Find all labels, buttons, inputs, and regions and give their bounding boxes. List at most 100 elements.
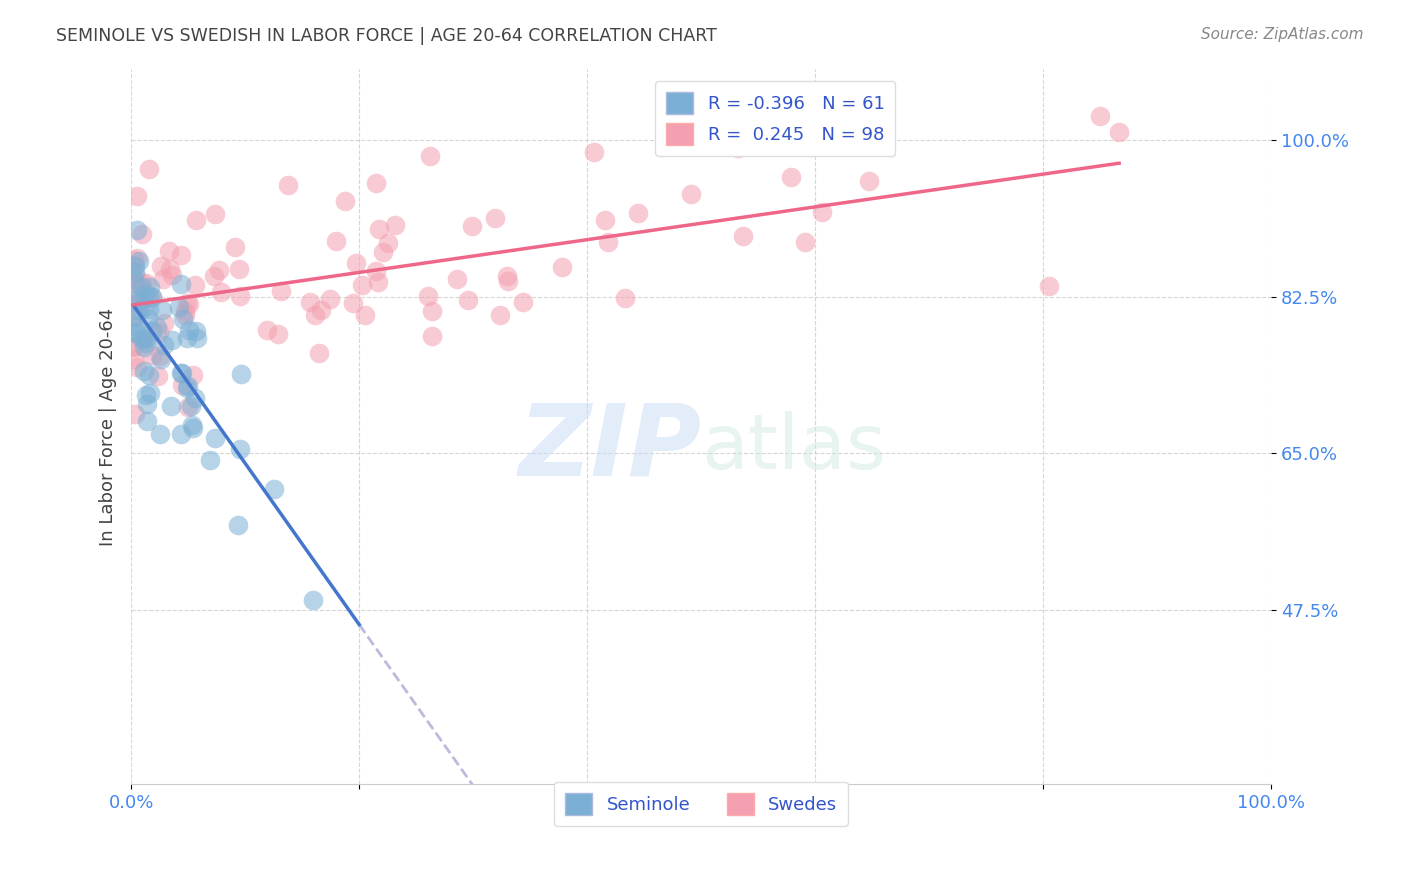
Point — [124, 310, 146, 324]
Point — [174, 303, 197, 318]
Point — [172, 312, 194, 326]
Point — [177, 323, 200, 337]
Point — [461, 219, 484, 234]
Point — [184, 324, 207, 338]
Point — [858, 174, 880, 188]
Point — [124, 309, 146, 323]
Point — [160, 400, 183, 414]
Point — [139, 280, 162, 294]
Point — [224, 240, 246, 254]
Legend: Seminole, Swedes: Seminole, Swedes — [554, 781, 848, 825]
Point — [135, 335, 157, 350]
Point — [350, 277, 373, 292]
Point — [138, 301, 160, 316]
Point — [344, 256, 367, 270]
Point — [170, 247, 193, 261]
Point — [488, 308, 510, 322]
Point — [135, 331, 157, 345]
Point — [122, 339, 145, 353]
Point — [364, 176, 387, 190]
Point — [141, 290, 163, 304]
Point — [335, 194, 357, 208]
Point — [1038, 278, 1060, 293]
Point — [136, 312, 159, 326]
Point — [138, 289, 160, 303]
Point — [176, 331, 198, 345]
Text: atlas: atlas — [702, 411, 886, 485]
Point — [127, 252, 149, 266]
Point — [551, 260, 574, 274]
Point — [170, 378, 193, 392]
Point — [177, 401, 200, 415]
Point — [512, 294, 534, 309]
Point — [496, 274, 519, 288]
Point — [146, 320, 169, 334]
Point — [128, 292, 150, 306]
Point — [418, 289, 440, 303]
Point — [198, 453, 221, 467]
Point — [229, 289, 252, 303]
Point — [172, 367, 194, 381]
Point — [1108, 125, 1130, 139]
Point — [420, 304, 443, 318]
Point — [780, 169, 803, 184]
Point — [325, 234, 347, 248]
Point — [134, 331, 156, 345]
Point — [304, 308, 326, 322]
Point — [134, 292, 156, 306]
Point — [1088, 109, 1111, 123]
Point — [150, 351, 173, 366]
Point — [152, 272, 174, 286]
Point — [138, 368, 160, 383]
Point — [229, 442, 252, 456]
Point — [136, 414, 159, 428]
Point — [593, 212, 616, 227]
Point — [598, 235, 620, 249]
Point — [169, 366, 191, 380]
Point — [733, 229, 755, 244]
Point — [384, 218, 406, 232]
Point — [371, 244, 394, 259]
Point — [149, 426, 172, 441]
Text: SEMINOLE VS SWEDISH IN LABOR FORCE | AGE 20-64 CORRELATION CHART: SEMINOLE VS SWEDISH IN LABOR FORCE | AGE… — [56, 27, 717, 45]
Point — [132, 364, 155, 378]
Point — [134, 286, 156, 301]
Point — [127, 360, 149, 375]
Point — [270, 284, 292, 298]
Point — [204, 206, 226, 220]
Point — [122, 252, 145, 267]
Point — [183, 278, 205, 293]
Point — [128, 303, 150, 318]
Point — [226, 517, 249, 532]
Point — [267, 326, 290, 341]
Point — [176, 381, 198, 395]
Point — [367, 275, 389, 289]
Point — [457, 293, 479, 307]
Point — [152, 303, 174, 318]
Point — [204, 268, 226, 283]
Point — [794, 235, 817, 249]
Point — [124, 259, 146, 273]
Point — [627, 206, 650, 220]
Point — [135, 276, 157, 290]
Text: ZIP: ZIP — [519, 400, 702, 497]
Point — [135, 388, 157, 402]
Point — [135, 397, 157, 411]
Point — [208, 262, 231, 277]
Point — [141, 324, 163, 338]
Point — [122, 340, 145, 354]
Point — [139, 386, 162, 401]
Point — [727, 141, 749, 155]
Point — [131, 227, 153, 241]
Point — [125, 270, 148, 285]
Point — [160, 268, 183, 282]
Point — [132, 300, 155, 314]
Point — [124, 265, 146, 279]
Point — [125, 189, 148, 203]
Point — [149, 259, 172, 273]
Point — [495, 268, 517, 283]
Point — [176, 296, 198, 310]
Point — [128, 254, 150, 268]
Point — [127, 277, 149, 291]
Point — [167, 301, 190, 315]
